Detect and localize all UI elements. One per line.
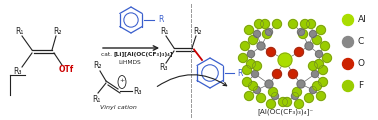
Circle shape xyxy=(243,66,251,75)
Circle shape xyxy=(291,93,299,99)
Circle shape xyxy=(248,81,257,90)
Circle shape xyxy=(297,80,305,88)
Circle shape xyxy=(248,51,254,57)
Text: Al: Al xyxy=(358,15,367,24)
Circle shape xyxy=(301,19,310,29)
Circle shape xyxy=(314,60,324,69)
Circle shape xyxy=(305,93,313,102)
Circle shape xyxy=(257,42,265,50)
Text: R₃: R₃ xyxy=(160,63,168,72)
Circle shape xyxy=(342,81,353,91)
Circle shape xyxy=(310,30,316,37)
Text: R₂: R₂ xyxy=(94,61,102,71)
Circle shape xyxy=(342,15,353,26)
Circle shape xyxy=(262,30,271,39)
Circle shape xyxy=(273,69,282,78)
Text: cat.: cat. xyxy=(101,52,114,57)
Text: +: + xyxy=(119,78,125,83)
Circle shape xyxy=(243,78,251,87)
Circle shape xyxy=(266,99,276,108)
Circle shape xyxy=(273,19,282,29)
Circle shape xyxy=(342,36,353,48)
Circle shape xyxy=(254,87,260,93)
Circle shape xyxy=(260,19,270,29)
Circle shape xyxy=(297,29,305,36)
Text: Vinyl cation: Vinyl cation xyxy=(99,105,136,109)
Text: R₁: R₁ xyxy=(160,27,168,36)
Circle shape xyxy=(342,59,353,69)
Text: F: F xyxy=(358,81,363,90)
Text: R₁: R₁ xyxy=(15,27,23,36)
Circle shape xyxy=(310,87,316,93)
Circle shape xyxy=(319,78,327,87)
Text: R₃: R₃ xyxy=(14,66,22,75)
Text: [Li][Al(OC(CF₃)₃)₄]: [Li][Al(OC(CF₃)₃)₄] xyxy=(113,52,172,57)
Text: C: C xyxy=(358,37,364,46)
Circle shape xyxy=(253,61,262,71)
Circle shape xyxy=(251,71,259,78)
Circle shape xyxy=(279,97,288,107)
Circle shape xyxy=(321,42,330,51)
Circle shape xyxy=(271,93,279,99)
Circle shape xyxy=(294,99,304,108)
Text: O: O xyxy=(358,60,365,69)
Circle shape xyxy=(293,87,302,96)
Circle shape xyxy=(308,61,318,71)
Text: R₁: R₁ xyxy=(92,95,100,103)
Circle shape xyxy=(239,54,248,63)
Circle shape xyxy=(240,42,249,51)
Circle shape xyxy=(311,71,319,78)
Circle shape xyxy=(248,36,257,45)
Circle shape xyxy=(322,54,332,63)
Circle shape xyxy=(245,26,254,35)
Text: R₃: R₃ xyxy=(133,87,141,96)
Circle shape xyxy=(319,66,327,75)
Circle shape xyxy=(257,93,265,102)
Text: [Al(OC(CF₃)₃)₄]⁻: [Al(OC(CF₃)₃)₄]⁻ xyxy=(257,109,313,115)
Circle shape xyxy=(288,69,297,78)
Circle shape xyxy=(282,97,291,107)
Circle shape xyxy=(305,42,313,50)
Circle shape xyxy=(316,26,325,35)
Circle shape xyxy=(307,19,316,29)
Circle shape xyxy=(316,91,325,101)
Text: LiHMDS: LiHMDS xyxy=(118,60,141,65)
Circle shape xyxy=(265,29,273,36)
Text: OTf: OTf xyxy=(58,65,74,73)
Circle shape xyxy=(313,36,322,45)
Circle shape xyxy=(313,81,322,90)
Circle shape xyxy=(266,48,276,57)
Circle shape xyxy=(254,30,260,37)
Text: R: R xyxy=(237,69,242,78)
Circle shape xyxy=(299,30,307,39)
Circle shape xyxy=(246,60,256,69)
Circle shape xyxy=(316,51,322,57)
Circle shape xyxy=(268,87,277,96)
Text: R₂: R₂ xyxy=(193,27,201,36)
Circle shape xyxy=(265,80,273,88)
Text: R₂: R₂ xyxy=(53,27,61,36)
Circle shape xyxy=(245,91,254,101)
Text: R: R xyxy=(158,15,163,24)
Circle shape xyxy=(254,19,263,29)
Circle shape xyxy=(288,19,297,29)
Circle shape xyxy=(294,48,304,57)
Circle shape xyxy=(278,53,292,67)
